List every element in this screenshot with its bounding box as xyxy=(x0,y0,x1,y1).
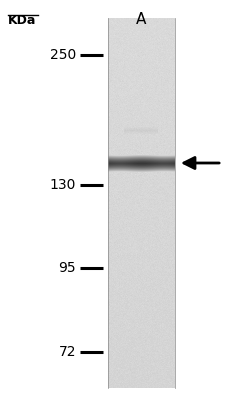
Text: 95: 95 xyxy=(58,261,76,275)
Text: 72: 72 xyxy=(58,345,76,359)
Text: KDa: KDa xyxy=(8,14,36,27)
Text: A: A xyxy=(136,12,146,27)
Text: 130: 130 xyxy=(50,178,76,192)
Text: 250: 250 xyxy=(50,48,76,62)
